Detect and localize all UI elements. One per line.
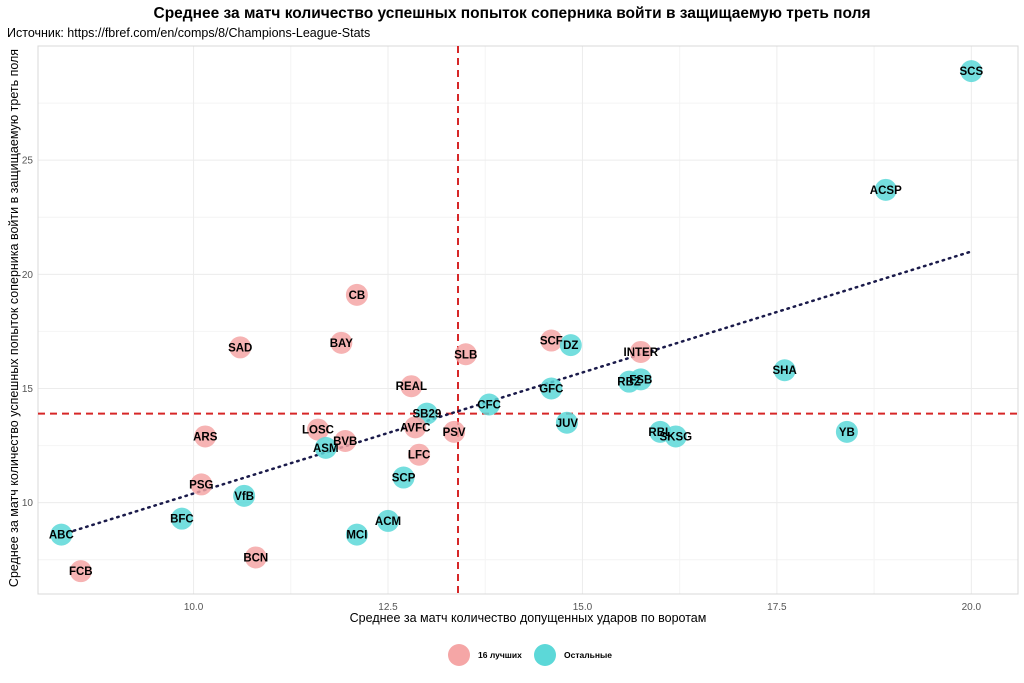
data-point-dz: [559, 334, 582, 357]
point-label-cfc: CFC: [477, 399, 501, 411]
x-tick-label: 20.0: [962, 602, 982, 613]
point-label-acm: ACM: [375, 516, 401, 528]
point-label-sad: SAD: [228, 342, 252, 354]
point-label-bcn: BCN: [243, 552, 268, 564]
data-point-psg: [190, 473, 213, 496]
data-point-lfc: [408, 443, 431, 466]
point-label-ars: ARS: [193, 431, 218, 443]
point-label-scs: SCS: [960, 66, 984, 78]
scatter-chart: 10.0 12.5 15.0 17.5 20.0 10 15 20 25 SCS ACSP CB SA…: [22, 45, 1019, 613]
data-point-losc: [307, 418, 329, 441]
data-point-fcb: [69, 560, 92, 583]
point-label-sha: SHA: [773, 365, 797, 377]
point-label-mci: MCI: [346, 530, 367, 542]
legend-label-top16: 16 лучших: [478, 650, 522, 660]
data-point-yb: [835, 420, 858, 443]
data-point-acsp: [874, 178, 897, 201]
y-tick-label: 25: [22, 156, 34, 167]
data-point-scs: [960, 60, 983, 83]
data-point-scf: [540, 329, 563, 352]
data-point-vfb: [233, 484, 256, 507]
point-label-abc: ABC: [49, 530, 74, 542]
chart-subtitle: Источник: https://fbref.com/en/comps/8/C…: [7, 26, 371, 40]
data-point-sad: [229, 336, 252, 359]
chart-title: Среднее за матч количество успешных попы…: [153, 5, 871, 22]
point-label-psv: PSV: [443, 427, 466, 439]
data-point-bay: [330, 331, 353, 354]
data-point-rbz: [618, 370, 641, 393]
trend-line: [60, 250, 973, 536]
point-label-fsb: FSB: [629, 374, 652, 386]
data-point-acm: [377, 509, 399, 532]
point-label-dz: DZ: [563, 340, 578, 352]
point-label-losc: LOSC: [302, 425, 334, 437]
data-point-bvb: [334, 430, 357, 453]
data-point-avfc: [404, 416, 427, 439]
x-tick-label: 10.0: [184, 602, 204, 613]
data-point-bcn: [244, 546, 267, 569]
reference-lines: [38, 46, 1018, 594]
data-point-scp: [392, 466, 415, 489]
x-tick-label: 17.5: [767, 602, 787, 613]
point-label-sb29: SB29: [412, 409, 441, 421]
point-label-gfc: GFC: [539, 384, 563, 396]
legend-item-others: Остальные: [534, 644, 612, 666]
legend-swatch-others: [534, 644, 556, 666]
point-label-juv: JUV: [556, 418, 579, 430]
point-label-rbz: RBZ: [617, 377, 641, 389]
point-label-yb: YB: [839, 427, 855, 439]
data-point-ars: [194, 425, 217, 448]
point-label-lfc: LFC: [408, 450, 430, 462]
point-label-scf: SCF: [540, 336, 563, 348]
data-point-cfc: [478, 393, 501, 416]
data-point-juv: [555, 411, 578, 434]
point-label-avfc: AVFC: [400, 422, 430, 434]
data-point-mci: [345, 523, 368, 546]
point-label-fcb: FCB: [69, 566, 93, 578]
legend-swatch-top16: [448, 644, 470, 666]
data-point-inter: [629, 340, 652, 363]
axes: 10.0 12.5 15.0 17.5 20.0 10 15 20 25: [22, 45, 1019, 613]
y-tick-label: 10: [22, 498, 34, 509]
point-label-inter: INTER: [624, 347, 659, 359]
y-tick-label: 15: [22, 384, 34, 395]
data-point-slb: [454, 343, 477, 366]
y-tick-label: 20: [22, 270, 34, 281]
x-axis-label: Среднее за матч количество допущенных уд…: [349, 611, 707, 625]
legend: 16 лучших Остальные: [0, 644, 1024, 670]
data-point-cb: [345, 283, 368, 306]
point-label-rbl: RBL: [648, 427, 672, 439]
x-tick-label: 15.0: [573, 602, 593, 613]
point-label-slb: SLB: [454, 349, 477, 361]
data-point-psv: [443, 420, 466, 443]
data-point-abc: [50, 523, 73, 546]
point-label-bfc: BFC: [170, 514, 194, 526]
data-point-bfc: [170, 507, 193, 530]
point-label-bvb: BVB: [333, 436, 357, 448]
point-label-real: REAL: [396, 381, 427, 393]
plot-panel-border: [37, 45, 1019, 595]
point-label-asm: ASM: [313, 443, 339, 455]
data-point-gfc: [540, 377, 563, 400]
point-label-acsp: ACSP: [870, 185, 902, 197]
data-point-real: [400, 375, 423, 398]
x-tick-label: 12.5: [378, 602, 398, 613]
data-point-sksg: [664, 425, 687, 448]
point-label-vfb: VfB: [234, 491, 254, 503]
point-label-scp: SCP: [392, 473, 416, 485]
point-label-sksg: SKSG: [659, 431, 692, 443]
point-label-psg: PSG: [189, 479, 213, 491]
legend-label-others: Остальные: [564, 650, 612, 660]
point-label-bay: BAY: [330, 338, 354, 350]
legend-item-top16: 16 лучших: [448, 644, 522, 666]
trendline: [60, 250, 973, 536]
data-points: [50, 60, 983, 583]
point-label-cb: CB: [349, 290, 366, 302]
data-point-sha: [773, 359, 796, 382]
data-point-asm: [314, 436, 337, 459]
